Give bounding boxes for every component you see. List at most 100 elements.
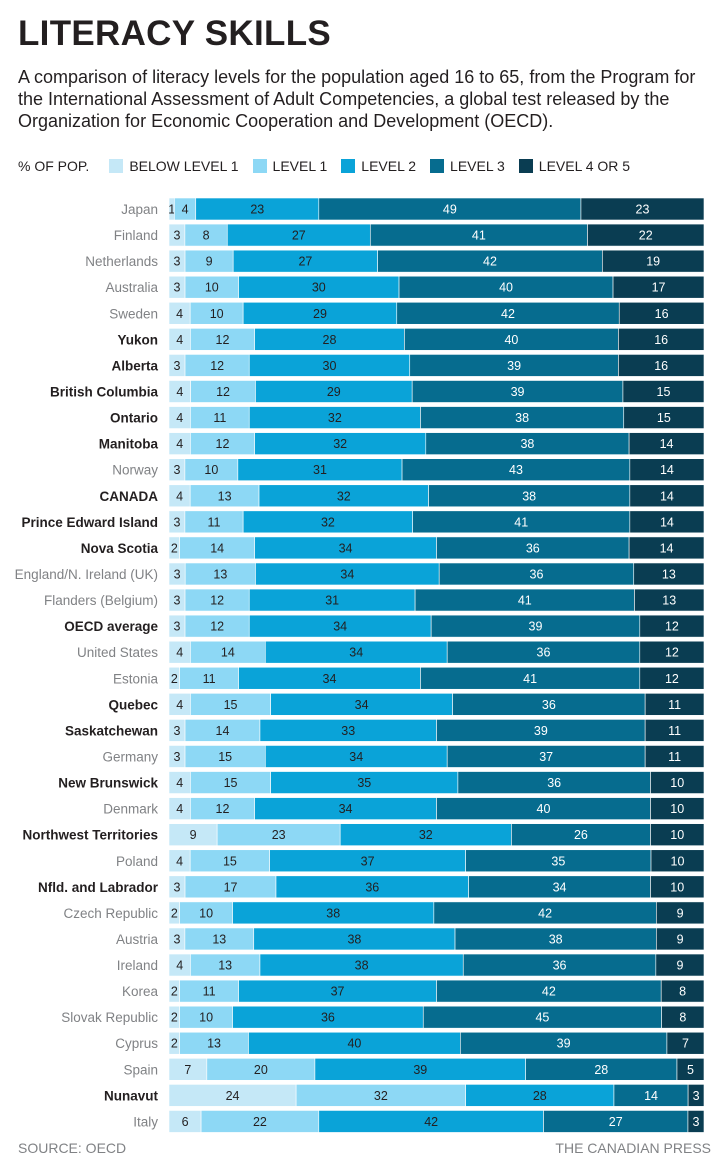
chart-title: LITERACY SKILLS [18, 14, 332, 53]
bar-segment-level-4-or-5 [612, 275, 705, 299]
row-label: England/N. Ireland (UK) [15, 567, 158, 582]
legend-swatch-level-2 [341, 159, 356, 173]
bar-value-label: 35 [357, 776, 371, 790]
bar-value-label: 34 [339, 802, 353, 816]
bar-value-label: 12 [216, 437, 230, 451]
bar-value-label: 39 [529, 620, 543, 634]
row-label: Nunavut [104, 1088, 159, 1103]
bar-segment-level-4-or-5 [650, 823, 705, 846]
legend-item-level-4-or-5: LEVEL 4 OR 5 [518, 158, 631, 174]
bar-segment-level-4-or-5 [656, 901, 705, 925]
legend-unit-label: % OF POP. [18, 158, 90, 174]
bar-value-label: 12 [665, 672, 679, 686]
bar-value-label: 9 [677, 932, 684, 946]
bar-value-label: 10 [204, 463, 218, 477]
row-label: Denmark [103, 802, 158, 817]
bar-value-label: 10 [199, 906, 213, 920]
bar-value-label: 3 [174, 880, 181, 894]
bar-value-label: 12 [210, 620, 224, 634]
bar-value-label: 12 [210, 594, 224, 608]
row-label: Saskatchewan [65, 723, 158, 738]
bar-value-label: 14 [660, 437, 674, 451]
bar-value-label: 36 [542, 698, 556, 712]
bar-segment-level-4-or-5 [656, 927, 705, 951]
legend-swatch-level-1 [252, 159, 267, 173]
bar-value-label: 12 [210, 359, 224, 373]
bar-value-label: 10 [670, 776, 684, 790]
bar-value-label: 38 [355, 959, 369, 973]
bar-value-label: 4 [176, 437, 183, 451]
row-label: Poland [116, 854, 158, 869]
bar-value-label: 14 [216, 724, 230, 738]
row-label: Nova Scotia [81, 541, 159, 556]
row-label: Finland [114, 228, 158, 243]
bar-value-label: 42 [542, 985, 556, 999]
bar-value-label: 36 [365, 880, 379, 894]
bar-value-label: 32 [328, 411, 342, 425]
bar-value-label: 45 [535, 1011, 549, 1025]
bar-value-label: 4 [176, 307, 183, 321]
bar-value-label: 34 [553, 880, 567, 894]
bar-value-label: 7 [184, 1063, 191, 1077]
bar-value-label: 15 [223, 854, 237, 868]
legend-item-level-1: LEVEL 1 [252, 158, 327, 174]
row-label: Spain [123, 1062, 158, 1077]
legend-text-level-4-or-5: LEVEL 4 OR 5 [538, 158, 631, 174]
bar-value-label: 4 [182, 203, 189, 217]
bar-value-label: 11 [668, 698, 681, 712]
bar-segment-level-4-or-5 [629, 484, 705, 508]
bar-value-label: 3 [174, 255, 181, 269]
bar-value-label: 42 [424, 1115, 438, 1129]
bar-segment-level-4-or-5 [687, 1110, 705, 1133]
row-label: British Columbia [50, 384, 158, 399]
bar-value-label: 3 [692, 1115, 699, 1129]
bar-value-label: 29 [313, 307, 327, 321]
bar-segment-level-4-or-5 [618, 301, 705, 325]
bar-value-label: 14 [644, 1089, 658, 1103]
bar-value-label: 32 [321, 515, 335, 529]
bar-value-label: 41 [518, 594, 532, 608]
row-label: Japan [121, 202, 158, 217]
bar-segment-level-4-or-5 [618, 328, 705, 351]
bar-value-label: 17 [224, 880, 238, 894]
bar-segment-level-4-or-5 [629, 458, 705, 482]
bar-value-label: 13 [662, 567, 676, 581]
bar-value-label: 42 [483, 255, 497, 269]
bar-value-label: 15 [657, 411, 671, 425]
row-label: Korea [122, 984, 159, 999]
bar-value-label: 5 [687, 1063, 694, 1077]
legend-text-level-2: LEVEL 2 [361, 158, 417, 174]
bar-value-label: 14 [221, 646, 235, 660]
bar-value-label: 12 [216, 802, 230, 816]
row-label: Estonia [113, 671, 159, 686]
bar-segment-level-4-or-5 [633, 562, 705, 586]
bar-value-label: 11 [208, 515, 221, 529]
bar-value-label: 28 [533, 1089, 547, 1103]
bar-value-label: 32 [337, 489, 351, 503]
bar-value-label: 2 [171, 1011, 178, 1025]
row-label: Cyprus [115, 1036, 158, 1051]
bar-value-label: 39 [534, 724, 548, 738]
bar-value-label: 13 [213, 567, 227, 581]
bar-value-label: 3 [174, 359, 181, 373]
bar-value-label: 3 [173, 229, 180, 243]
bar-value-label: 36 [553, 959, 567, 973]
bar-segment-level-4-or-5 [650, 875, 705, 899]
bar-value-label: 32 [419, 828, 433, 842]
bar-segment-level-4-or-5 [661, 1005, 705, 1029]
bar-segment-level-4-or-5 [587, 223, 705, 247]
bar-value-label: 13 [218, 959, 232, 973]
bar-value-label: 3 [174, 750, 181, 764]
bar-value-label: 12 [216, 333, 230, 347]
bar-value-label: 15 [224, 776, 238, 790]
bar-value-label: 12 [216, 385, 230, 399]
bar-value-label: 42 [501, 307, 515, 321]
bar-value-label: 20 [254, 1063, 268, 1077]
bar-value-label: 41 [514, 515, 528, 529]
bar-value-label: 2 [171, 1037, 178, 1051]
bar-value-label: 8 [679, 985, 686, 999]
bar-segment-level-4-or-5 [644, 719, 705, 742]
bar-value-label: 14 [660, 515, 674, 529]
legend: % OF POP. BELOW LEVEL 1 LEVEL 1 LEVEL 2 … [18, 156, 644, 176]
bar-value-label: 3 [174, 724, 181, 738]
